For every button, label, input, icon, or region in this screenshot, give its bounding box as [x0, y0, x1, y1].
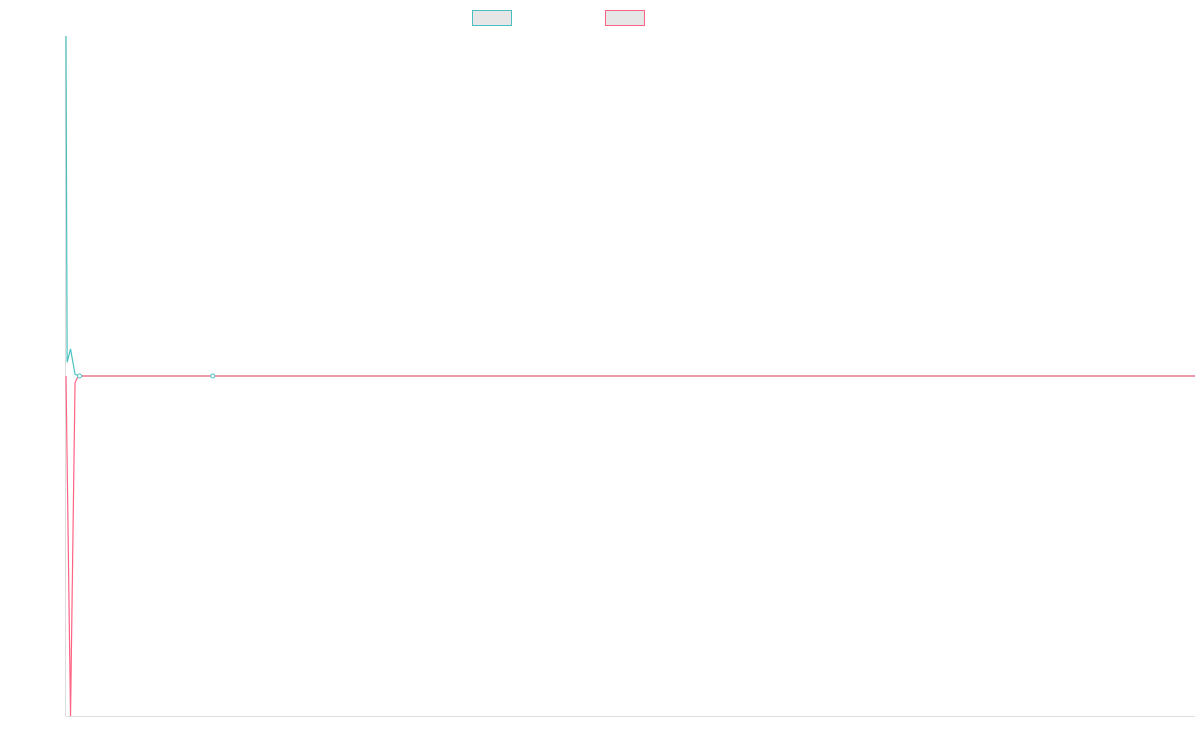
- legend[interactable]: [472, 10, 645, 26]
- legend-swatch-1[interactable]: [472, 10, 512, 26]
- series-line-1: [65, 35, 1195, 377]
- series-line-2: [65, 375, 1195, 717]
- data-point-2[interactable]: [210, 373, 216, 379]
- axes: [65, 36, 1195, 717]
- series-layer: [65, 35, 1195, 717]
- legend-swatch-2[interactable]: [605, 10, 645, 26]
- data-point-1[interactable]: [77, 373, 83, 379]
